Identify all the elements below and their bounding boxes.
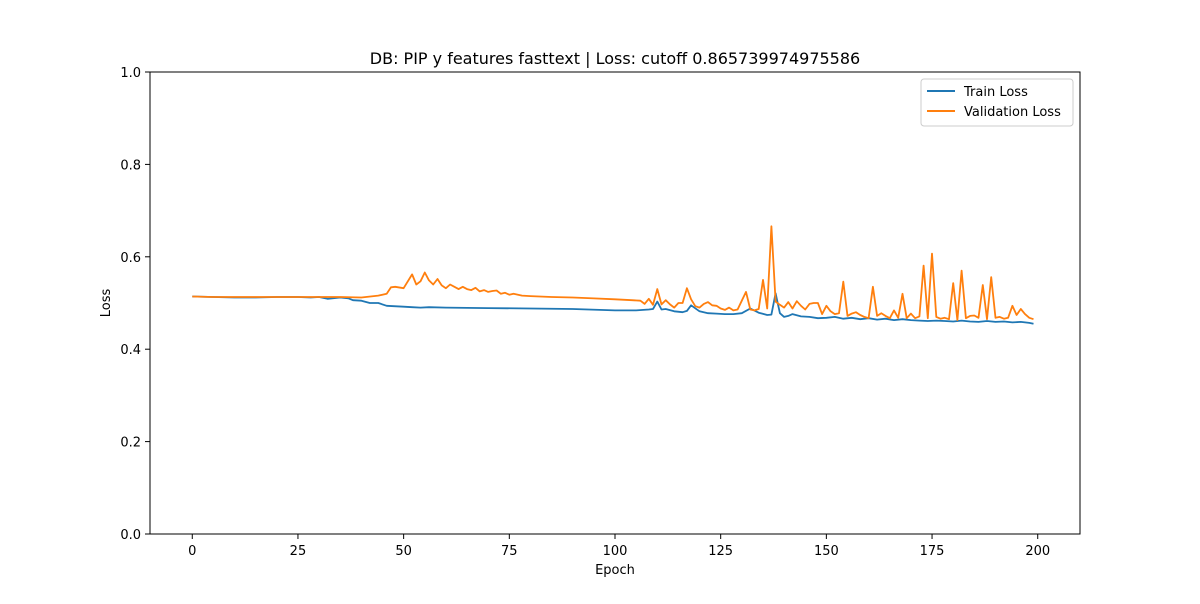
legend-label-train-loss: Train Loss <box>963 85 1028 100</box>
x-axis: 0 25 50 75 100 125 150 175 200 <box>188 534 1050 559</box>
y-tick-label: 0.8 <box>120 158 141 173</box>
train-loss-line <box>192 292 1034 325</box>
x-tick-label: 50 <box>395 544 412 559</box>
y-tick-label: 0.6 <box>120 251 141 266</box>
x-tick-label: 25 <box>290 544 307 559</box>
series-layer <box>192 225 1034 325</box>
chart-title: DB: PIP y features fasttext | Loss: cuto… <box>370 49 860 68</box>
x-tick-label: 150 <box>814 544 839 559</box>
y-axis-label: Loss <box>99 289 114 318</box>
x-tick-label: 100 <box>603 544 628 559</box>
y-tick-label: 1.0 <box>120 66 141 81</box>
legend-box <box>920 78 1074 127</box>
x-tick-label: 75 <box>501 544 518 559</box>
x-tick-label: 0 <box>188 544 196 559</box>
validation-loss-line <box>192 225 1034 322</box>
chart-legend: Train Loss Validation Loss <box>920 78 1074 127</box>
x-tick-label: 200 <box>1025 544 1050 559</box>
x-tick-label: 125 <box>708 544 733 559</box>
legend-label-validation-loss: Validation Loss <box>964 105 1061 120</box>
y-axis: 0.0 0.2 0.4 0.6 0.8 1.0 <box>120 66 150 543</box>
x-axis-label: Epoch <box>595 563 635 578</box>
y-tick-label: 0.2 <box>120 436 141 451</box>
x-tick-label: 175 <box>920 544 945 559</box>
y-tick-label: 0.4 <box>120 343 141 358</box>
y-tick-label: 0.0 <box>120 528 141 543</box>
